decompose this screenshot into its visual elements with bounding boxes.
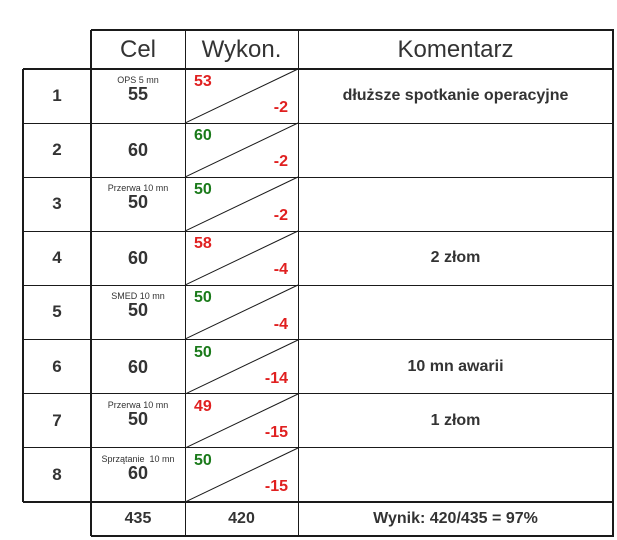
target-value: 60 [127, 356, 149, 377]
row-comment: 1 złom [430, 411, 481, 429]
row-divider [23, 122, 613, 124]
executed-value: 50 [194, 289, 212, 307]
target-note: OPS 5 mn [117, 75, 159, 85]
row-divider [23, 176, 613, 178]
target-note: Sprzątanie 10 mn [101, 453, 175, 464]
cumulative-deficit: -4 [273, 261, 288, 279]
row-number: 3 [52, 194, 62, 214]
totals-divider [23, 501, 614, 503]
cumulative-deficit: -4 [273, 315, 288, 333]
target-value: 55 [127, 84, 149, 104]
target-cell: OPS 5 mn 55 [91, 75, 185, 103]
executed-diagonal [184, 230, 299, 286]
cumulative-deficit: -2 [273, 153, 288, 171]
header-executed: Wykon. [201, 35, 282, 63]
executed-diagonal [184, 68, 299, 124]
target-cell: 60 [91, 141, 185, 159]
row-number: 4 [52, 248, 62, 268]
executed-value: 53 [194, 73, 212, 90]
target-cell: 60 [91, 249, 185, 267]
executed-value: 49 [194, 397, 212, 415]
target-value: 60 [127, 140, 149, 161]
border-right [612, 30, 614, 536]
row-number: 2 [52, 140, 62, 160]
executed-diagonal [184, 339, 299, 395]
target-value: 60 [127, 462, 149, 483]
column-divider-target [90, 30, 92, 536]
cumulative-deficit: -2 [273, 99, 288, 117]
row-divider [23, 339, 613, 340]
header-comment: Komentarz [397, 35, 514, 63]
row-comment: 10 mn awarii [407, 357, 504, 375]
row-comment: 2 złom [430, 249, 481, 267]
target-value: 50 [127, 300, 149, 321]
row-divider [23, 230, 613, 232]
target-cell: Sprzątanie 10 mn 60 [91, 454, 185, 482]
executed-diagonal [184, 447, 299, 503]
row-comment [298, 285, 613, 339]
row-divider [23, 284, 613, 286]
executed-diagonal [184, 284, 299, 340]
target-value: 50 [127, 408, 149, 429]
target-cell: SMED 10 mn 50 [91, 291, 185, 319]
total-executed: 420 [228, 510, 255, 527]
total-result: Wynik: 420/435 = 97% [373, 510, 538, 527]
target-cell: Przerwa 10 mn 50 [91, 183, 185, 211]
row-comment [298, 123, 613, 177]
total-target: 435 [124, 510, 152, 527]
column-divider-executed [184, 30, 186, 536]
cumulative-deficit: -14 [264, 369, 288, 387]
executed-diagonal [184, 122, 299, 178]
row-divider [23, 393, 613, 395]
executed-value: 58 [194, 235, 212, 253]
executed-value: 50 [194, 343, 212, 361]
row-comment [298, 448, 613, 502]
target-note: Przerwa 10 mn [107, 183, 169, 194]
cumulative-deficit: -15 [264, 477, 288, 495]
row-number: 5 [52, 302, 62, 322]
target-cell: Przerwa 10 mn 50 [91, 400, 185, 428]
target-note: SMED 10 mn [111, 291, 165, 302]
row-number: 6 [52, 356, 62, 376]
row-divider [23, 447, 613, 449]
target-value: 50 [127, 192, 149, 213]
target-value: 60 [127, 248, 149, 269]
border-left [22, 69, 24, 502]
executed-value: 50 [194, 451, 212, 469]
header-divider [23, 68, 614, 70]
cumulative-deficit: -2 [273, 207, 288, 225]
executed-diagonal [184, 176, 299, 232]
executed-diagonal [184, 393, 299, 449]
column-divider-comment [297, 30, 299, 536]
row-comment: dłuższe spotkanie operacyjne [342, 87, 569, 105]
row-number: 8 [52, 464, 62, 484]
row-number: 7 [52, 410, 62, 430]
border-top [91, 29, 614, 31]
cumulative-deficit: -15 [264, 423, 288, 441]
row-number: 1 [52, 86, 62, 106]
border-bottom [91, 535, 614, 537]
target-cell: 60 [91, 358, 185, 376]
row-comment [298, 177, 613, 231]
target-note: Przerwa 10 mn [107, 399, 169, 410]
header-target: Cel [119, 35, 156, 63]
executed-value: 60 [194, 127, 212, 145]
executed-value: 50 [194, 181, 212, 199]
